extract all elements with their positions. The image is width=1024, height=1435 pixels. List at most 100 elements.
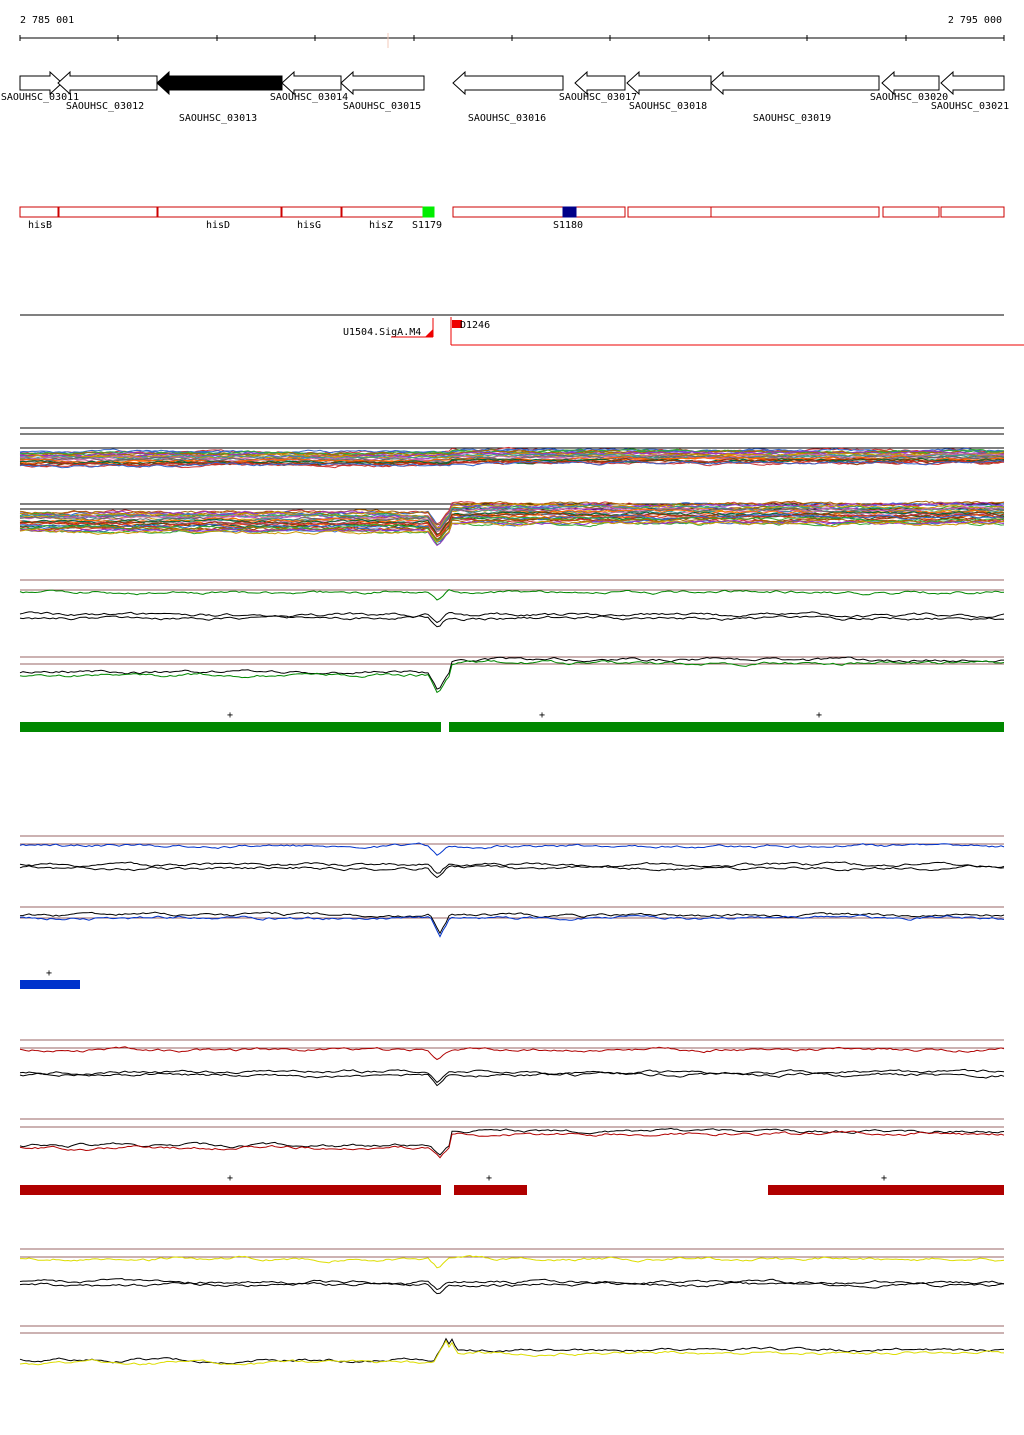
gene-arrow-SAOUHSC_03018[interactable] xyxy=(626,70,712,96)
gene-label-SAOUHSC_03019: SAOUHSC_03019 xyxy=(753,113,831,124)
annotation-box[interactable] xyxy=(940,206,1005,218)
gene-label-SAOUHSC_03020: SAOUHSC_03020 xyxy=(870,92,948,103)
annotation-box[interactable] xyxy=(341,206,424,218)
promoter-label: U1504.SigA.M4 xyxy=(343,327,421,338)
expression-profile xyxy=(19,513,1005,538)
expression-profile xyxy=(19,589,1005,601)
expression-profile xyxy=(19,452,1005,462)
expression-profile xyxy=(19,453,1004,461)
red-strand-label: + xyxy=(486,1173,492,1184)
gene-arrow-SAOUHSC_03011[interactable] xyxy=(19,70,63,96)
gene-arrow-SAOUHSC_03019[interactable] xyxy=(710,70,880,96)
blue-segment-bar[interactable] xyxy=(20,980,80,989)
gene-arrow-SAOUHSC_03013[interactable] xyxy=(156,70,283,96)
expression-profile xyxy=(19,504,1005,531)
ruler-start-label: 2 785 001 xyxy=(20,15,74,26)
expression-profile xyxy=(19,1127,1005,1156)
expression-profile xyxy=(19,459,1005,468)
gene-arrow-SAOUHSC_03012[interactable] xyxy=(57,70,158,96)
annotation-label: S1180 xyxy=(553,220,583,231)
expression-profile xyxy=(19,520,1005,543)
expression-profile xyxy=(19,450,1005,459)
gene-label-SAOUHSC_03011: SAOUHSC_03011 xyxy=(1,92,79,103)
expression-profile xyxy=(19,864,1005,879)
expression-profile xyxy=(19,656,1004,690)
green-strand-label: + xyxy=(539,710,545,721)
expression-profile xyxy=(19,1339,1005,1366)
gene-arrow-SAOUHSC_03015[interactable] xyxy=(340,70,425,96)
annotation-box[interactable] xyxy=(19,206,59,218)
expression-profile xyxy=(19,516,1005,540)
expression-profile xyxy=(19,459,1005,469)
expression-profile xyxy=(19,501,1005,529)
red-segment-bar[interactable] xyxy=(768,1185,1004,1195)
gene-label-SAOUHSC_03014: SAOUHSC_03014 xyxy=(270,92,348,103)
red-segment-bar[interactable] xyxy=(20,1185,441,1195)
annotation-label: S1179 xyxy=(412,220,442,231)
gene-label-SAOUHSC_03018: SAOUHSC_03018 xyxy=(629,101,707,112)
feature-track: U1504.SigA.M4 D1246 xyxy=(20,314,1024,346)
annotation-box[interactable] xyxy=(452,206,626,218)
gene-label-SAOUHSC_03013: SAOUHSC_03013 xyxy=(179,113,257,124)
expression-profile xyxy=(19,503,1005,529)
expression-profile xyxy=(19,446,1005,455)
annotation-box[interactable] xyxy=(157,206,282,218)
expression-profile xyxy=(19,1046,1005,1061)
expression-profile xyxy=(19,1130,1005,1159)
expression-profile xyxy=(19,1277,1005,1291)
expression-profile xyxy=(19,449,1005,457)
expression-profile xyxy=(19,511,1005,536)
green-strand-label: + xyxy=(816,710,822,721)
red-segment-bar[interactable] xyxy=(454,1185,527,1195)
red-strand-label: + xyxy=(881,1173,887,1184)
gene-label-SAOUHSC_03021: SAOUHSC_03021 xyxy=(931,101,1009,112)
annotation-box[interactable] xyxy=(882,206,940,218)
annotation-box[interactable] xyxy=(627,206,712,218)
green-strand-label: + xyxy=(227,710,233,721)
gene-label-SAOUHSC_03012: SAOUHSC_03012 xyxy=(66,101,144,112)
expression-profile xyxy=(19,1068,1005,1084)
gene-label-SAOUHSC_03016: SAOUHSC_03016 xyxy=(468,113,546,124)
annotation-box[interactable] xyxy=(710,206,880,218)
expression-profile xyxy=(20,1254,1005,1269)
red-strand-label: + xyxy=(227,1173,233,1184)
gene-arrow-SAOUHSC_03017[interactable] xyxy=(574,70,626,96)
gene-label-SAOUHSC_03015: SAOUHSC_03015 xyxy=(343,101,421,112)
expression-profile xyxy=(19,1281,1005,1295)
coordinate-ruler: 2 785 001 2 795 000 xyxy=(19,15,1005,48)
blue-strand-label: + xyxy=(46,968,52,979)
green-segment-bar[interactable] xyxy=(20,722,441,732)
expression-profile xyxy=(20,454,1005,463)
annotation-box[interactable] xyxy=(562,206,577,218)
expression-profile xyxy=(19,457,1005,465)
expression-profile xyxy=(19,614,1005,628)
expression-profile xyxy=(19,861,1005,874)
expression-profile xyxy=(19,914,1005,938)
gene-arrow-SAOUHSC_03016[interactable] xyxy=(452,70,564,96)
expression-profile xyxy=(19,659,1005,694)
gene-arrow-SAOUHSC_03021[interactable] xyxy=(940,70,1005,96)
expression-profile xyxy=(19,1071,1005,1087)
terminator-label: D1246 xyxy=(460,320,490,331)
terminator-marker[interactable] xyxy=(452,320,462,328)
green-segment-bar[interactable] xyxy=(449,722,1004,732)
gene-arrow-SAOUHSC_03020[interactable] xyxy=(881,70,940,96)
expression-profile xyxy=(19,510,1004,535)
segment-bars: + + + + + + + xyxy=(20,710,1004,1195)
gene-arrow-SAOUHSC_03014[interactable] xyxy=(281,70,342,96)
gene-label-SAOUHSC_03017: SAOUHSC_03017 xyxy=(559,92,637,103)
annotation-label: hisD xyxy=(206,220,230,231)
annotation-label: hisZ xyxy=(369,220,393,231)
expression-profile xyxy=(19,1337,1004,1365)
annotation-label: hisB xyxy=(28,220,52,231)
annotation-box[interactable] xyxy=(422,206,435,218)
ruler-end-label: 2 795 000 xyxy=(948,15,1002,26)
expression-profile xyxy=(19,842,1005,856)
annotation-track: hisB hisD hisG hisZ S1179 S1180 xyxy=(19,206,1005,231)
annotation-box[interactable] xyxy=(58,206,158,218)
expression-profile xyxy=(19,911,1005,935)
expression-tracks xyxy=(19,427,1005,1366)
annotation-box[interactable] xyxy=(281,206,342,218)
promoter-arrow-icon[interactable] xyxy=(425,329,433,337)
